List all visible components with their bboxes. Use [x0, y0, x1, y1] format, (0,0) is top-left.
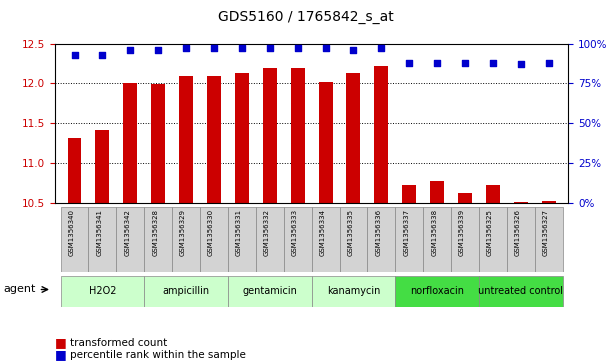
Bar: [152, 84, 165, 203]
Bar: [89, 207, 116, 272]
Bar: [95, 130, 109, 203]
Bar: [479, 276, 563, 307]
Point: [516, 61, 525, 67]
Point: [237, 45, 247, 51]
Point: [348, 47, 358, 53]
Bar: [144, 276, 228, 307]
Point: [265, 45, 275, 51]
Text: GSM1356325: GSM1356325: [487, 209, 493, 256]
Bar: [423, 207, 451, 272]
Bar: [535, 207, 563, 272]
Text: GSM1356328: GSM1356328: [152, 209, 158, 256]
Bar: [479, 207, 507, 272]
Text: GSM1356329: GSM1356329: [180, 209, 186, 256]
Point: [460, 60, 470, 66]
Bar: [179, 76, 193, 203]
Point: [125, 47, 135, 53]
Text: GSM1356335: GSM1356335: [348, 209, 353, 256]
Bar: [318, 82, 332, 203]
Text: GSM1356340: GSM1356340: [68, 209, 75, 256]
Bar: [284, 207, 312, 272]
Bar: [402, 185, 416, 203]
Bar: [228, 207, 256, 272]
Bar: [375, 66, 389, 203]
Bar: [200, 207, 228, 272]
Text: kanamycin: kanamycin: [327, 286, 380, 296]
Text: transformed count: transformed count: [70, 338, 167, 348]
Bar: [486, 185, 500, 203]
Bar: [312, 207, 340, 272]
Text: GSM1356330: GSM1356330: [208, 209, 214, 256]
Bar: [68, 138, 81, 203]
Bar: [123, 83, 137, 203]
Text: GSM1356336: GSM1356336: [375, 209, 381, 256]
Bar: [430, 181, 444, 203]
Text: GSM1356341: GSM1356341: [97, 209, 103, 256]
Text: GSM1356326: GSM1356326: [515, 209, 521, 256]
Bar: [172, 207, 200, 272]
Text: GSM1356334: GSM1356334: [320, 209, 326, 256]
Point: [376, 45, 386, 51]
Text: GSM1356332: GSM1356332: [264, 209, 270, 256]
Text: GSM1356337: GSM1356337: [403, 209, 409, 256]
Bar: [395, 207, 423, 272]
Bar: [507, 207, 535, 272]
Text: agent: agent: [3, 285, 35, 294]
Bar: [312, 276, 395, 307]
Bar: [207, 76, 221, 203]
Text: GSM1356333: GSM1356333: [291, 209, 298, 256]
Bar: [60, 276, 144, 307]
Point: [181, 45, 191, 51]
Bar: [60, 207, 89, 272]
Bar: [256, 207, 284, 272]
Point: [98, 52, 108, 58]
Bar: [228, 276, 312, 307]
Point: [153, 47, 163, 53]
Text: GSM1356339: GSM1356339: [459, 209, 465, 256]
Text: GSM1356342: GSM1356342: [124, 209, 130, 256]
Text: GDS5160 / 1765842_s_at: GDS5160 / 1765842_s_at: [218, 9, 393, 24]
Text: ampicillin: ampicillin: [163, 286, 210, 296]
Point: [293, 45, 302, 51]
Text: gentamicin: gentamicin: [243, 286, 297, 296]
Bar: [346, 73, 360, 203]
Text: GSM1356327: GSM1356327: [543, 209, 549, 256]
Point: [321, 45, 331, 51]
Point: [209, 45, 219, 51]
Point: [488, 60, 498, 66]
Text: GSM1356331: GSM1356331: [236, 209, 242, 256]
Bar: [291, 68, 305, 203]
Bar: [395, 276, 479, 307]
Text: percentile rank within the sample: percentile rank within the sample: [70, 350, 246, 360]
Text: ■: ■: [55, 337, 67, 350]
Bar: [542, 201, 555, 203]
Point: [70, 52, 79, 58]
Text: GSM1356338: GSM1356338: [431, 209, 437, 256]
Bar: [340, 207, 367, 272]
Bar: [514, 202, 528, 203]
Bar: [235, 73, 249, 203]
Bar: [451, 207, 479, 272]
Bar: [116, 207, 144, 272]
Text: H2O2: H2O2: [89, 286, 116, 296]
Bar: [263, 68, 277, 203]
Text: norfloxacin: norfloxacin: [410, 286, 464, 296]
Point: [404, 60, 414, 66]
Bar: [367, 207, 395, 272]
Text: untreated control: untreated control: [478, 286, 563, 296]
Point: [432, 60, 442, 66]
Point: [544, 60, 554, 66]
Text: ■: ■: [55, 348, 67, 362]
Bar: [458, 193, 472, 203]
Bar: [144, 207, 172, 272]
